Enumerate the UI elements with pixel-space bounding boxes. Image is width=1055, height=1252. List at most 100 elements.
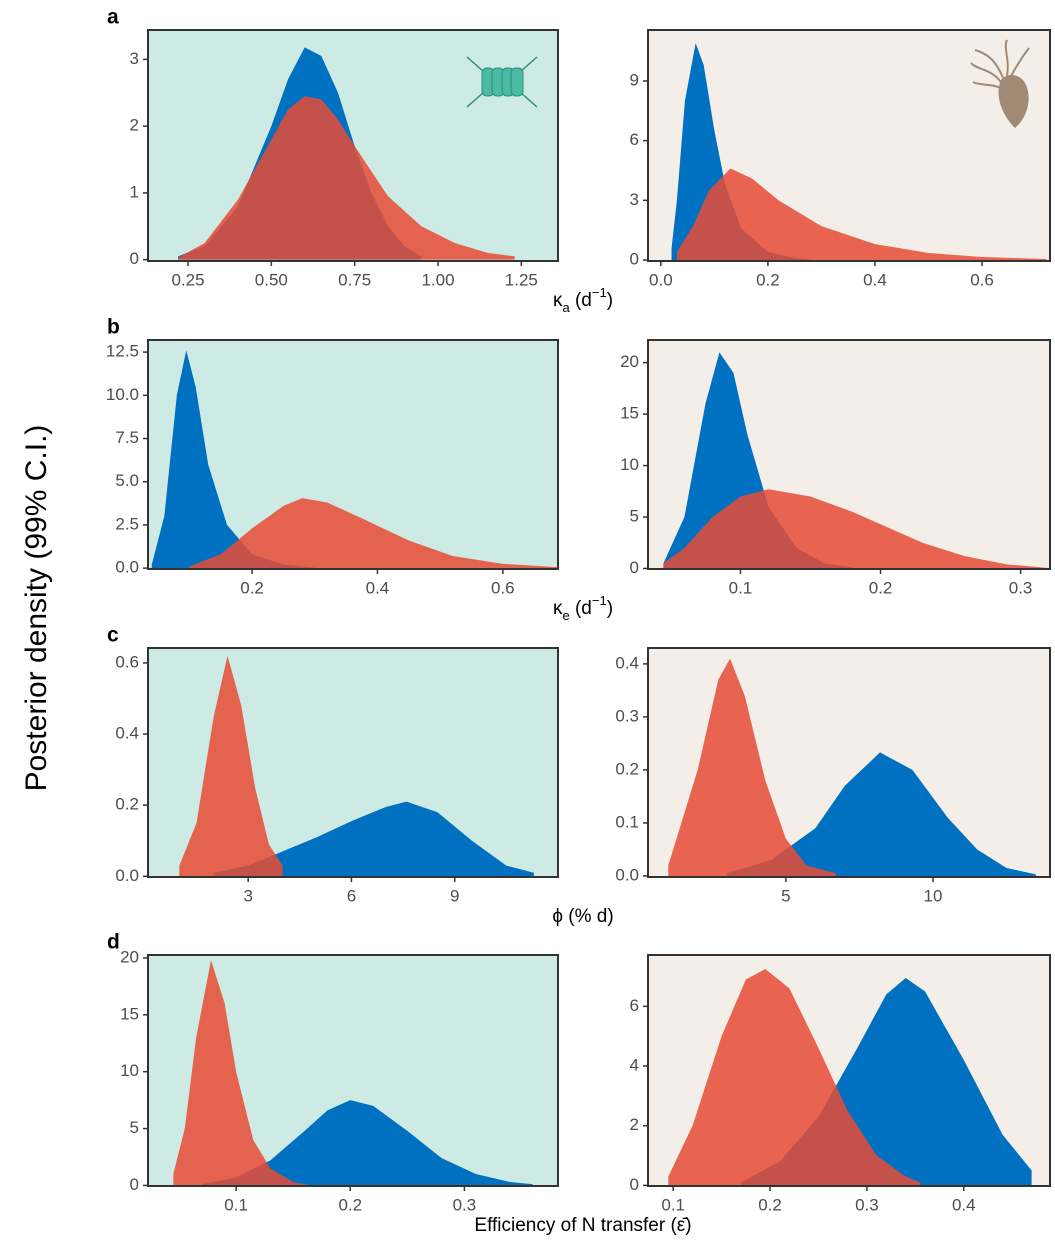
x-tick-label: 0.1 xyxy=(729,578,753,597)
panel-letter: b xyxy=(107,316,120,339)
density-area xyxy=(179,655,283,877)
x-tick-label: 0.6 xyxy=(491,578,515,597)
panel-frame xyxy=(147,339,559,570)
y-tick-label: 20 xyxy=(620,352,639,371)
y-tick-label: 0.1 xyxy=(615,812,639,831)
x-axis-title-part: κ xyxy=(553,598,563,619)
x-tick-label: 0.6 xyxy=(970,270,994,289)
panel-letter: d xyxy=(107,931,120,954)
x-tick-label: 0.75 xyxy=(338,270,371,289)
x-axis-title-part: ) xyxy=(607,598,613,619)
y-tick-label: 20 xyxy=(120,947,139,966)
density-area xyxy=(676,168,1047,261)
x-tick-label: 5 xyxy=(781,886,790,905)
y-tick-label: 2 xyxy=(630,1115,639,1134)
x-tick-label: 0.1 xyxy=(224,1195,248,1214)
x-tick-label: 3 xyxy=(243,886,252,905)
panel-letter: a xyxy=(107,6,119,29)
panel-frame xyxy=(647,29,1051,262)
x-axis-title-part: a xyxy=(562,300,570,315)
density-area xyxy=(663,489,1049,569)
x-tick-label: 0.3 xyxy=(453,1195,477,1214)
density-area xyxy=(668,969,921,1186)
y-tick-label: 0.0 xyxy=(615,865,639,884)
y-tick-label: 3 xyxy=(130,49,139,68)
y-tick-label: 0.0 xyxy=(115,558,139,577)
y-tick-label: 5.0 xyxy=(115,471,139,490)
y-tick-label: 0.2 xyxy=(615,759,639,778)
y-tick-label: 1 xyxy=(130,182,139,201)
density-area xyxy=(663,352,853,569)
panel-letter: c xyxy=(107,624,119,647)
y-axis-title: Posterior density (99% C.I.) xyxy=(20,425,53,792)
diatom-icon xyxy=(466,56,538,108)
y-tick-label: 5 xyxy=(630,507,639,526)
rotifer-icon xyxy=(970,39,1030,128)
y-tick-label: 0.3 xyxy=(615,706,639,725)
x-tick-label: 0.2 xyxy=(338,1195,362,1214)
x-axis-title: ϕ (% d) xyxy=(552,906,613,927)
y-tick-label: 2 xyxy=(130,116,139,135)
y-tick-label: 9 xyxy=(630,70,639,89)
x-axis-title-part: e xyxy=(562,608,569,623)
x-tick-label: 0.50 xyxy=(255,270,288,289)
x-axis-title-part: ϕ (% d) xyxy=(552,906,613,927)
y-tick-label: 0.2 xyxy=(115,795,139,814)
y-tick-label: 0 xyxy=(630,249,639,268)
density-area xyxy=(668,658,836,876)
y-tick-label: 0 xyxy=(130,249,139,268)
x-axis-title-part: ) xyxy=(607,290,613,311)
x-tick-label: 1.25 xyxy=(505,270,538,289)
x-axis-title-part: (d xyxy=(570,598,592,619)
y-tick-label: 4 xyxy=(630,1056,639,1075)
x-tick-label: 0.2 xyxy=(240,578,264,597)
x-axis-title-part: κ xyxy=(553,290,563,311)
x-tick-label: 0.2 xyxy=(869,578,893,597)
panel-frame xyxy=(147,954,559,1187)
x-tick-label: 0.2 xyxy=(758,1195,782,1214)
x-tick-label: 0.4 xyxy=(952,1195,976,1214)
x-axis-title: Efficiency of N transfer (ε̄) xyxy=(474,1215,691,1236)
x-tick-label: 0.1 xyxy=(661,1195,685,1214)
y-tick-label: 12.5 xyxy=(106,342,139,361)
x-tick-label: 0.25 xyxy=(171,270,204,289)
x-tick-label: 9 xyxy=(450,886,459,905)
x-tick-label: 0.3 xyxy=(1009,578,1033,597)
y-tick-label: 15 xyxy=(620,404,639,423)
x-axis-title-part: −1 xyxy=(592,285,607,300)
y-tick-label: 6 xyxy=(630,130,639,149)
panel-frame xyxy=(147,647,559,878)
panel-frame xyxy=(647,339,1051,570)
x-axis-title-part: −1 xyxy=(592,593,607,608)
y-tick-label: 0.0 xyxy=(115,866,139,885)
x-tick-label: 0.0 xyxy=(649,270,673,289)
panel-frame xyxy=(647,647,1051,878)
density-area xyxy=(213,801,534,877)
y-tick-label: 0 xyxy=(130,1175,139,1194)
density-area xyxy=(151,350,315,569)
x-tick-label: 10 xyxy=(923,886,942,905)
y-tick-label: 0 xyxy=(630,558,639,577)
y-tick-label: 3 xyxy=(630,190,639,209)
y-tick-label: 15 xyxy=(120,1004,139,1023)
panel-frame xyxy=(147,29,559,262)
x-tick-label: 1.00 xyxy=(421,270,454,289)
density-area xyxy=(727,752,1036,876)
y-tick-label: 5 xyxy=(130,1118,139,1137)
y-tick-label: 10 xyxy=(620,455,639,474)
y-tick-label: 2.5 xyxy=(115,514,139,533)
x-tick-label: 0.2 xyxy=(756,270,780,289)
panel-frame xyxy=(647,954,1051,1187)
x-tick-label: 0.4 xyxy=(366,578,390,597)
y-tick-label: 7.5 xyxy=(115,428,139,447)
x-axis-title: κe (d−1) xyxy=(553,593,613,623)
x-axis-title-part: Efficiency of N transfer (ε̄) xyxy=(474,1215,691,1236)
marks xyxy=(151,43,1049,1186)
x-tick-label: 6 xyxy=(347,886,356,905)
y-tick-label: 0.4 xyxy=(615,653,639,672)
x-tick-label: 0.4 xyxy=(863,270,887,289)
x-tick-label: 0.3 xyxy=(855,1195,879,1214)
x-axis-title: κa (d−1) xyxy=(553,285,613,315)
